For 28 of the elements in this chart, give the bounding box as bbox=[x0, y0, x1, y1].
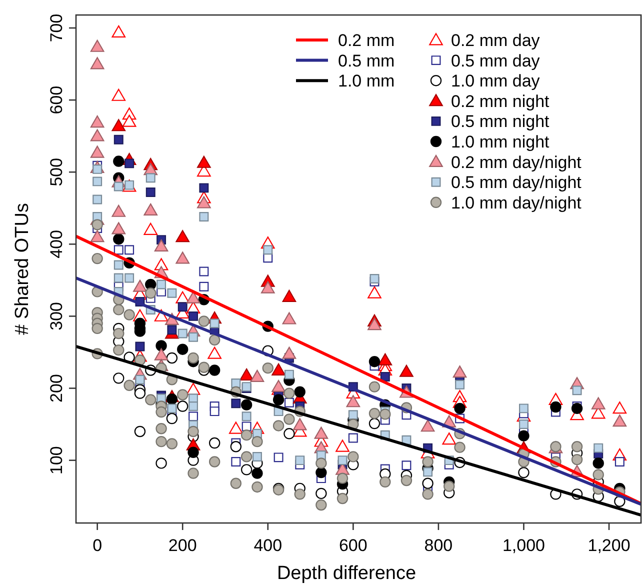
legend-label: 0.5 mm day/night bbox=[451, 173, 582, 192]
x-axis-title: Depth difference bbox=[276, 563, 416, 584]
legend-label: 0.5 mm bbox=[338, 51, 395, 70]
legend-label: 0.5 mm day bbox=[451, 51, 540, 70]
legend-label: 0.2 mm day/night bbox=[451, 152, 582, 172]
y-tick-label: 200 bbox=[47, 374, 66, 402]
legend-label: 1.0 mm day bbox=[451, 72, 540, 91]
legend-label: 1.0 mm night bbox=[451, 132, 550, 152]
legend-label: 0.5 mm night bbox=[451, 112, 550, 132]
x-tick-label: 800 bbox=[424, 536, 453, 555]
x-tick-label: 1,000 bbox=[502, 536, 546, 555]
x-tick-label: 600 bbox=[338, 536, 368, 555]
y-tick-label: 400 bbox=[47, 230, 66, 258]
y-tick-label: 300 bbox=[47, 302, 66, 330]
x-tick-label: 400 bbox=[254, 536, 282, 555]
x-tick-label: 1,200 bbox=[588, 536, 630, 555]
legend-label: 0.2 mm day bbox=[451, 30, 540, 50]
y-tick-label: 700 bbox=[47, 14, 66, 42]
y-tick-label: 100 bbox=[47, 446, 66, 474]
legend-label: 1.0 mm day/night bbox=[451, 193, 582, 212]
x-tick-label: 0 bbox=[92, 536, 102, 555]
x-tick-label: 200 bbox=[168, 536, 197, 555]
legend-label: 1.0 mm bbox=[338, 72, 395, 91]
y-tick-label: 500 bbox=[47, 158, 66, 186]
legend-label: 0.2 mm bbox=[338, 30, 395, 50]
y-axis-title: # Shared OTUs bbox=[12, 203, 33, 335]
y-tick-label: 600 bbox=[47, 86, 66, 114]
legend-label: 0.2 mm night bbox=[451, 92, 550, 111]
